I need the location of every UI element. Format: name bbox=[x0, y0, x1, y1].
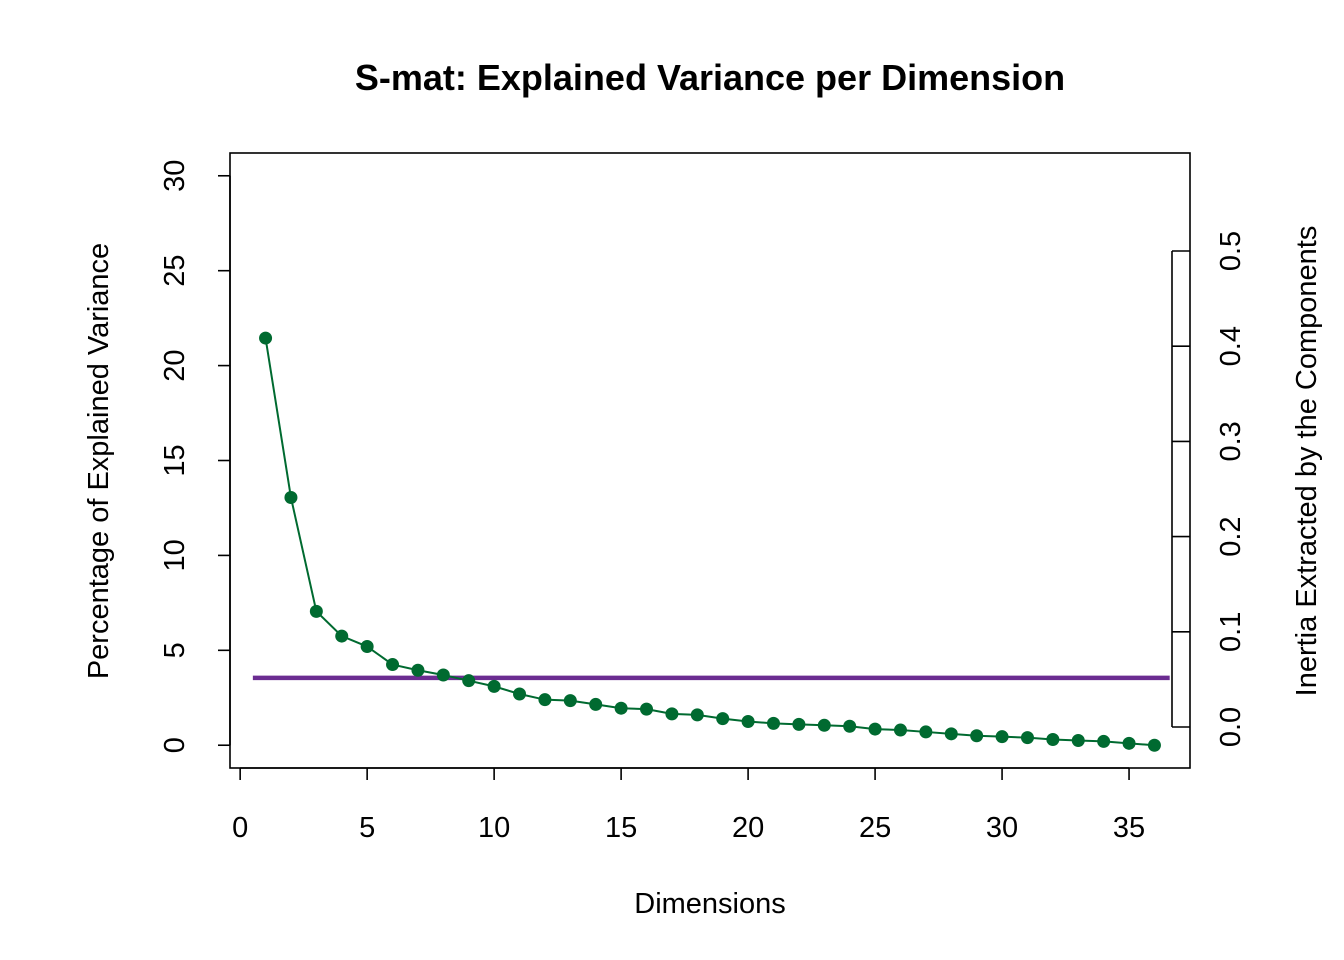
data-point bbox=[817, 718, 831, 732]
data-point bbox=[538, 693, 552, 707]
chart-title: S-mat: Explained Variance per Dimension bbox=[355, 57, 1065, 98]
data-point bbox=[259, 331, 273, 345]
x-tick-label: 0 bbox=[232, 812, 248, 844]
data-point bbox=[436, 668, 450, 682]
data-point bbox=[284, 491, 298, 505]
data-point bbox=[792, 717, 806, 731]
data-point bbox=[411, 663, 425, 677]
data-point bbox=[360, 640, 374, 654]
data-point bbox=[1122, 736, 1136, 750]
secondary-y-axis: 0.0 0.1 0.2 0.3 0.4 0.5 bbox=[1171, 231, 1247, 747]
data-point bbox=[386, 658, 400, 672]
data-point bbox=[741, 714, 755, 728]
data-point bbox=[563, 694, 577, 708]
y-tick-label: 30 bbox=[159, 160, 191, 192]
data-point bbox=[513, 687, 527, 701]
data-point bbox=[665, 707, 679, 721]
y-tick-label: 15 bbox=[159, 444, 191, 476]
data-point bbox=[589, 697, 603, 711]
y-tick-label: 0 bbox=[159, 737, 191, 753]
y-tick-label: 5 bbox=[159, 642, 191, 658]
x-tick-label: 10 bbox=[478, 812, 510, 844]
data-point bbox=[1147, 738, 1161, 752]
y2-tick-label: 0.5 bbox=[1215, 231, 1247, 271]
data-point bbox=[919, 725, 933, 739]
y2-tick-label: 0.0 bbox=[1215, 707, 1247, 747]
series-explained-variance bbox=[259, 331, 1161, 752]
x-tick-label: 35 bbox=[1113, 812, 1145, 844]
y2-axis-title: Inertia Extracted by the Components bbox=[1291, 226, 1323, 697]
y-axis-title: Percentage of Explained Variance bbox=[83, 243, 115, 679]
y2-tick-label: 0.3 bbox=[1215, 421, 1247, 461]
data-point bbox=[1071, 733, 1085, 747]
data-point bbox=[893, 723, 907, 737]
x-axis-title: Dimensions bbox=[634, 888, 786, 920]
data-point bbox=[1046, 733, 1060, 747]
data-point bbox=[716, 712, 730, 726]
data-point bbox=[462, 674, 476, 688]
data-point bbox=[690, 708, 704, 722]
data-point bbox=[614, 701, 628, 715]
y2-tick-label: 0.4 bbox=[1215, 326, 1247, 366]
y-tick-label: 20 bbox=[159, 349, 191, 381]
data-point bbox=[843, 719, 857, 733]
data-point bbox=[487, 679, 501, 693]
x-tick-label: 25 bbox=[859, 812, 891, 844]
data-point bbox=[640, 702, 654, 716]
y2-tick-label: 0.2 bbox=[1215, 516, 1247, 556]
data-point bbox=[335, 629, 349, 643]
y2-tick-label: 0.1 bbox=[1215, 612, 1247, 652]
data-point bbox=[995, 730, 1009, 744]
x-tick-label: 15 bbox=[605, 812, 637, 844]
series-line bbox=[264, 337, 1155, 747]
data-point bbox=[1020, 731, 1034, 745]
data-point bbox=[309, 604, 323, 618]
y-axis: 0 5 10 15 20 25 30 bbox=[159, 160, 231, 753]
data-point bbox=[944, 727, 958, 741]
data-point bbox=[1097, 734, 1111, 748]
data-point bbox=[766, 716, 780, 730]
x-tick-label: 5 bbox=[359, 812, 375, 844]
data-point bbox=[868, 722, 882, 736]
x-tick-label: 30 bbox=[986, 812, 1018, 844]
x-axis: 0 5 10 15 20 25 30 35 bbox=[232, 767, 1145, 844]
x-tick-label: 20 bbox=[732, 812, 764, 844]
y-tick-label: 10 bbox=[159, 539, 191, 571]
data-point bbox=[970, 729, 984, 743]
y-tick-label: 25 bbox=[159, 255, 191, 287]
